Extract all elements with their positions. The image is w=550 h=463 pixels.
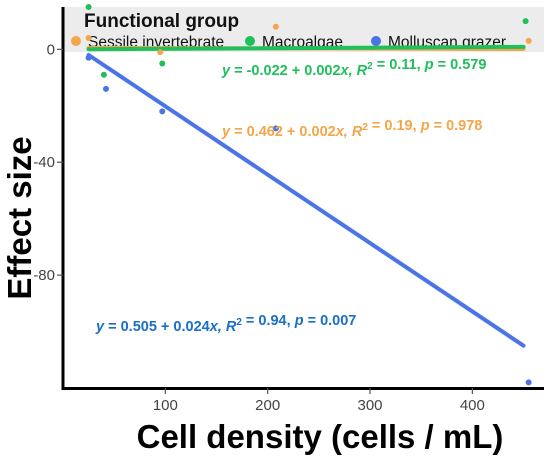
x-tick-label-2: 200 [255,397,280,414]
y-axis-ticks: 0 -40 -80 [33,41,63,284]
x-axis-ticks: 100 200 300 400 [153,388,485,414]
y-tick-label-1: 0 [47,41,55,58]
fit-line-molluscan-grazer [86,52,526,348]
point-sessile-invertebrate-3 [272,23,279,30]
legend-marker-2 [245,36,255,46]
y-tick-label-2: -40 [33,154,55,171]
y-axis-title: Effect size [1,136,38,299]
regression-equation-molluscan-grazer: y = 0.505 + 0.024x, R2 = 0.94, p = 0.007 [95,313,356,335]
point-macroalgae-1 [85,4,92,10]
plot-area: y = 0.462 + 0.002x, R2 = 0.19, p = 0.978… [85,4,532,386]
legend-marker-1 [71,36,81,46]
point-sessile-invertebrate-2 [157,49,164,56]
point-molluscan-grazer-5 [525,379,532,386]
x-tick-label-1: 100 [153,397,178,414]
x-tick-label-4: 400 [460,397,485,414]
point-sessile-invertebrate-1 [85,35,92,42]
point-sessile-invertebrate-4 [525,37,532,44]
point-molluscan-grazer-2 [102,85,109,92]
x-tick-label-3: 300 [358,397,383,414]
y-tick-label-3: -80 [33,267,55,284]
point-molluscan-grazer-3 [159,108,166,115]
regression-equation-macroalgae: y = -0.022 + 0.002x, R2 = 0.11, p = 0.57… [221,57,486,79]
point-macroalgae-3 [159,60,166,67]
legend-title: Functional group [84,11,239,32]
fit-line-macroalgae [86,44,526,52]
point-molluscan-grazer-4 [272,125,279,132]
point-macroalgae-4 [522,18,529,25]
point-molluscan-grazer-1 [85,54,92,61]
legend-background [64,7,544,52]
x-axis-title: Cell density (cells / mL) [137,418,504,455]
regression-equation-sessile-invertebrate: y = 0.462 + 0.002x, R2 = 0.19, p = 0.978 [221,118,482,140]
legend-marker-3 [371,36,381,46]
point-macroalgae-2 [100,71,107,78]
